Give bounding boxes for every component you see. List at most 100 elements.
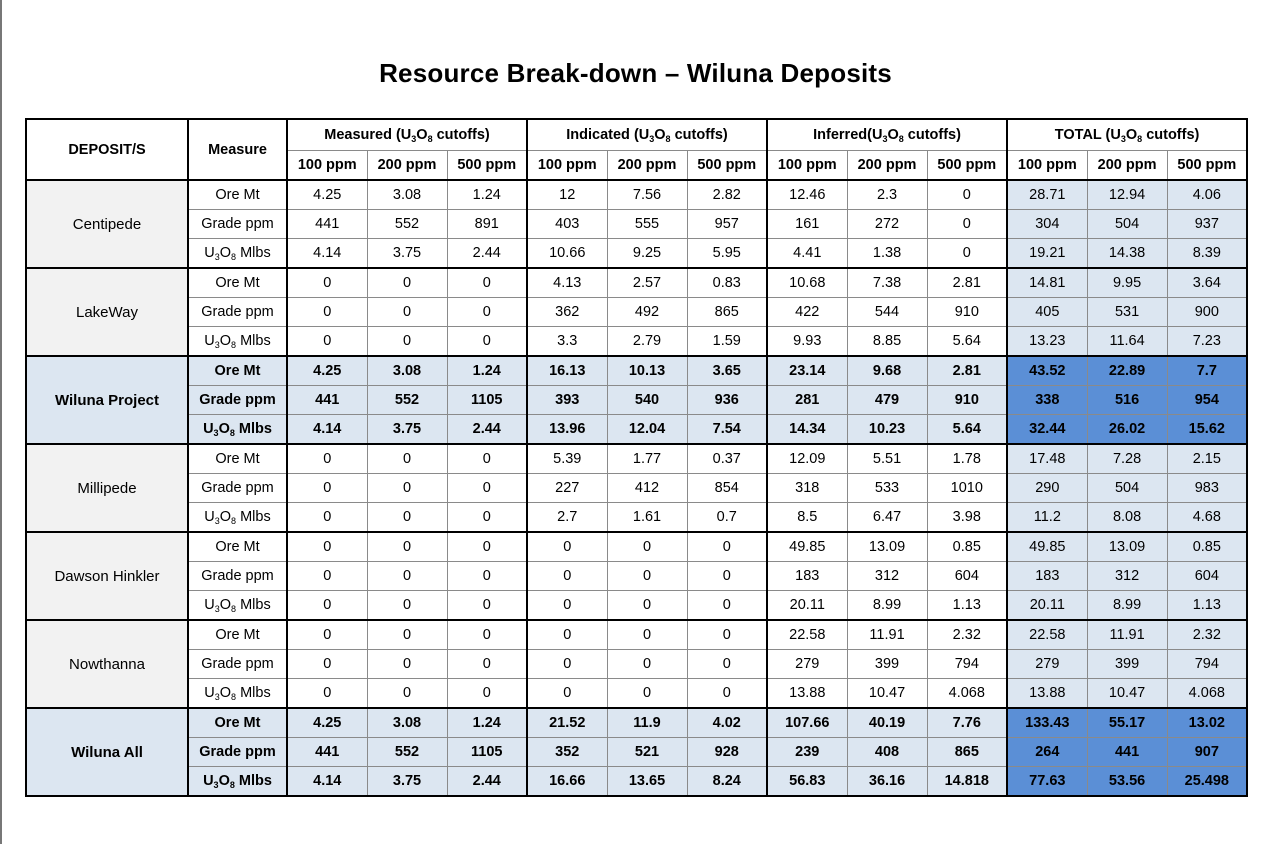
value-cell: 13.09 — [1086, 531, 1168, 562]
value-cell: 36.16 — [846, 766, 928, 797]
header-deposit: DEPOSIT/S — [25, 118, 189, 181]
value-cell: 2.32 — [1166, 619, 1248, 650]
value-cell: 13.09 — [846, 531, 928, 562]
value-cell: 412 — [606, 473, 688, 503]
value-cell: 10.47 — [1086, 678, 1168, 709]
deposit-name: Wiluna Project — [25, 355, 189, 445]
value-cell: 4.068 — [1166, 678, 1248, 709]
header-cutoff: 100 ppm — [526, 150, 608, 181]
value-cell: 14.38 — [1086, 238, 1168, 269]
value-cell: 11.91 — [846, 619, 928, 650]
value-cell: 10.47 — [846, 678, 928, 709]
value-cell: 161 — [766, 209, 848, 239]
value-cell: 8.99 — [846, 590, 928, 621]
measure-label: U3O8 Mlbs — [187, 238, 288, 269]
value-cell: 264 — [1006, 737, 1088, 767]
value-cell: 13.88 — [1006, 678, 1088, 709]
measure-label: Ore Mt — [187, 619, 288, 650]
table-row: Grade ppm 0 0 0 362 492 865 422 544 910 405 531 900 — [26, 297, 1248, 327]
value-cell: 4.68 — [1166, 502, 1248, 533]
value-cell: 0 — [606, 561, 688, 591]
value-cell: 907 — [1166, 737, 1248, 767]
value-cell: 9.95 — [1086, 267, 1168, 298]
value-cell: 479 — [846, 385, 928, 415]
value-cell: 22.58 — [766, 619, 848, 650]
value-cell: 7.56 — [606, 179, 688, 210]
value-cell: 0 — [366, 619, 448, 650]
measure-label: U3O8 Mlbs — [187, 678, 288, 709]
value-cell: 10.23 — [846, 414, 928, 445]
value-cell: 9.68 — [846, 355, 928, 386]
value-cell: 8.08 — [1086, 502, 1168, 533]
resource-table: DEPOSIT/S Measure Measured (U3O8 cutoffs… — [25, 118, 1249, 797]
deposit-name: Nowthanna — [25, 619, 189, 709]
table-row: Grade ppm 0 0 0 0 0 0 279 399 794 279 399 794 — [26, 649, 1248, 679]
value-cell: 441 — [286, 385, 368, 415]
value-cell: 521 — [606, 737, 688, 767]
value-cell: 5.64 — [926, 326, 1009, 357]
value-cell: 0 — [926, 238, 1009, 269]
value-cell: 6.47 — [846, 502, 928, 533]
value-cell: 12.94 — [1086, 179, 1168, 210]
value-cell: 10.66 — [526, 238, 608, 269]
value-cell: 16.66 — [526, 766, 608, 797]
header-measure: Measure — [187, 118, 288, 181]
value-cell: 12 — [526, 179, 608, 210]
value-cell: 9.25 — [606, 238, 688, 269]
value-cell: 272 — [846, 209, 928, 239]
value-cell: 318 — [766, 473, 848, 503]
measure-label: Grade ppm — [187, 385, 288, 415]
value-cell: 0 — [286, 531, 368, 562]
value-cell: 15.62 — [1166, 414, 1248, 445]
measure-label: Ore Mt — [187, 355, 288, 386]
header-cutoff: 200 ppm — [846, 150, 928, 181]
value-cell: 2.44 — [446, 414, 528, 445]
value-cell: 338 — [1006, 385, 1088, 415]
value-cell: 21.52 — [526, 707, 608, 738]
value-cell: 290 — [1006, 473, 1088, 503]
value-cell: 12.46 — [766, 179, 848, 210]
value-cell: 441 — [286, 737, 368, 767]
value-cell: 1.24 — [446, 707, 528, 738]
value-cell: 0 — [686, 561, 769, 591]
value-cell: 4.14 — [286, 766, 368, 797]
value-cell: 0 — [446, 297, 528, 327]
value-cell: 25.498 — [1166, 766, 1248, 797]
value-cell: 14.81 — [1006, 267, 1088, 298]
value-cell: 22.58 — [1006, 619, 1088, 650]
value-cell: 0 — [366, 678, 448, 709]
header-cutoff: 500 ppm — [1166, 150, 1248, 181]
value-cell: 4.068 — [926, 678, 1009, 709]
value-cell: 0 — [686, 678, 769, 709]
value-cell: 0 — [366, 443, 448, 474]
header-cutoff: 500 ppm — [446, 150, 528, 181]
value-cell: 7.23 — [1166, 326, 1248, 357]
value-cell: 604 — [926, 561, 1009, 591]
value-cell: 0 — [366, 267, 448, 298]
value-cell: 0.83 — [686, 267, 769, 298]
table-row: U3O8 Mlbs 0 0 0 2.7 1.61 0.7 8.5 6.47 3.98 11.2 8.0… — [26, 502, 1248, 533]
value-cell: 0 — [606, 619, 688, 650]
value-cell: 0 — [446, 649, 528, 679]
value-cell: 7.38 — [846, 267, 928, 298]
value-cell: 0 — [286, 473, 368, 503]
value-cell: 2.15 — [1166, 443, 1248, 474]
table-row: Grade ppm 441 552 891 403 555 957 161 272 0 304 504… — [26, 209, 1248, 239]
value-cell: 11.91 — [1086, 619, 1168, 650]
value-cell: 0 — [526, 531, 608, 562]
measure-label: Ore Mt — [187, 443, 288, 474]
value-cell: 0 — [286, 649, 368, 679]
value-cell: 11.64 — [1086, 326, 1168, 357]
value-cell: 0 — [366, 473, 448, 503]
value-cell: 23.14 — [766, 355, 848, 386]
value-cell: 552 — [366, 737, 448, 767]
value-cell: 279 — [766, 649, 848, 679]
table-row: Grade ppm 441 552 1105 393 540 936 281 479 910 338… — [26, 385, 1248, 415]
value-cell: 0 — [526, 590, 608, 621]
value-cell: 0 — [446, 531, 528, 562]
value-cell: 3.75 — [366, 414, 448, 445]
table-row: U3O8 Mlbs 0 0 0 0 0 0 13.88 10.47 4.068 13.88 10.47… — [26, 678, 1248, 709]
value-cell: 1.38 — [846, 238, 928, 269]
value-cell: 2.44 — [446, 766, 528, 797]
header-cutoff: 500 ppm — [926, 150, 1009, 181]
